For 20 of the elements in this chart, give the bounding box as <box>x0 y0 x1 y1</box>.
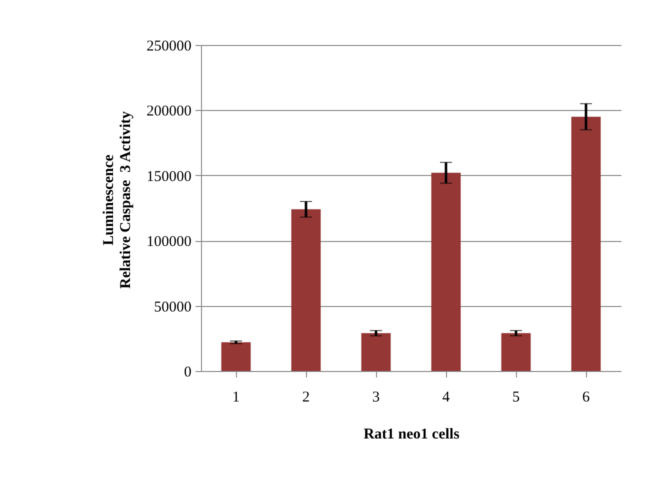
y-tick-label: 100000 <box>146 234 192 250</box>
y-tick-label: 50000 <box>154 299 192 316</box>
x-tick-label: 1 <box>232 390 240 406</box>
x-tick-label: 3 <box>372 390 380 406</box>
bar <box>361 333 391 371</box>
bar <box>571 116 601 371</box>
y-axis-title: Luminescence Relative Caspase 3 Activity <box>101 111 135 289</box>
y-tick-label: 200000 <box>146 104 192 120</box>
y-tick-label: 0 <box>184 364 192 380</box>
x-tick-label: 4 <box>442 390 450 406</box>
y-tick-label: 150000 <box>146 168 192 185</box>
x-tick-label: 2 <box>302 390 310 406</box>
x-tick-label: 6 <box>582 390 590 406</box>
bar <box>431 172 461 371</box>
x-tick-label: 5 <box>512 390 520 406</box>
bar <box>221 342 251 371</box>
bar <box>291 209 321 371</box>
x-axis-title: Rat1 neo1 cells <box>364 426 460 442</box>
bar <box>501 333 531 371</box>
y-tick-label: 250000 <box>146 38 192 54</box>
